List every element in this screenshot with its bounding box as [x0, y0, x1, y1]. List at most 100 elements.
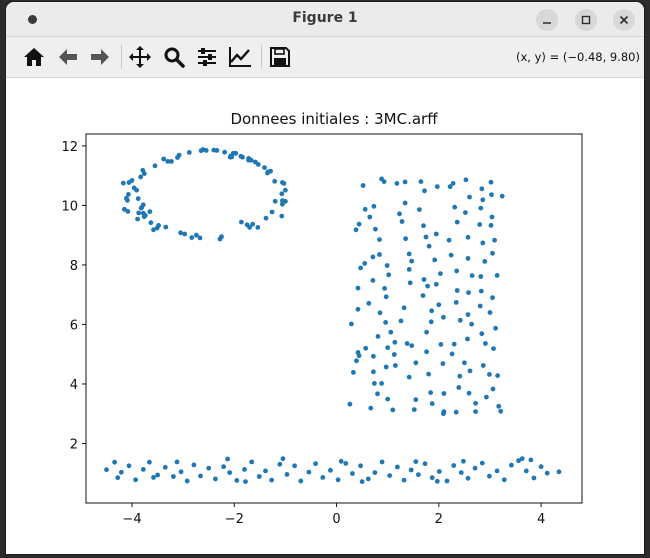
data-point [461, 458, 466, 464]
data-point [428, 319, 434, 325]
data-point [186, 150, 192, 155]
data-point [424, 329, 429, 335]
data-point [171, 474, 176, 479]
data-point [184, 478, 190, 484]
data-point [161, 156, 167, 162]
data-point [126, 192, 131, 197]
data-point [538, 464, 544, 470]
data-point [136, 210, 142, 216]
data-points [104, 147, 562, 484]
data-point [371, 369, 376, 375]
data-point [126, 463, 132, 469]
data-point [214, 148, 220, 153]
data-point [242, 467, 247, 472]
window-menu-button[interactable] [24, 11, 40, 27]
data-point [343, 461, 349, 466]
data-point [262, 165, 267, 170]
pan-button[interactable] [126, 43, 154, 71]
data-point [479, 331, 485, 337]
data-point [477, 303, 483, 309]
data-point [178, 230, 184, 236]
data-point [115, 475, 121, 481]
data-point [239, 219, 244, 225]
data-point [129, 178, 135, 183]
data-point [484, 394, 489, 400]
configure-subplots-icon [198, 48, 216, 66]
data-point [446, 237, 452, 243]
data-point [457, 317, 463, 323]
zoom-button[interactable] [160, 43, 188, 71]
data-point [284, 472, 290, 477]
data-point [370, 278, 376, 283]
data-point [441, 391, 447, 396]
x-tick-label: 4 [537, 512, 545, 527]
navigation-toolbar: (x, y) = (−0.48, 9.80) [6, 37, 644, 78]
data-point [408, 467, 414, 473]
data-point [122, 206, 127, 212]
data-point [355, 285, 361, 291]
data-point [247, 225, 253, 230]
data-point [373, 226, 378, 232]
data-point [379, 459, 385, 465]
data-point [469, 273, 475, 278]
data-point [197, 235, 203, 241]
data-point [498, 408, 504, 414]
title-bar: Figure 1 [6, 2, 644, 37]
data-point [279, 213, 285, 219]
chart-title: Donnees initiales : 3MC.arff [230, 110, 438, 128]
data-point [176, 152, 182, 158]
data-point [404, 341, 410, 346]
close-button[interactable] [613, 9, 635, 31]
minimize-button[interactable] [536, 9, 558, 31]
data-point [328, 467, 333, 473]
data-point [479, 460, 485, 466]
data-point [465, 336, 470, 342]
data-point [480, 240, 486, 246]
data-point [383, 320, 388, 325]
forward-button[interactable] [86, 43, 114, 71]
save-button[interactable] [266, 43, 294, 71]
data-point [395, 464, 400, 470]
edit-axis-button[interactable] [226, 43, 254, 71]
data-point [370, 254, 376, 260]
data-point [469, 321, 474, 327]
data-point [480, 363, 486, 368]
configure-subplots-button[interactable] [193, 43, 221, 71]
back-button[interactable] [54, 43, 82, 71]
data-point [426, 243, 432, 249]
data-point [255, 225, 261, 230]
data-point [490, 295, 495, 301]
data-point [234, 478, 240, 483]
data-point [377, 252, 382, 257]
data-point [493, 325, 498, 331]
figure-canvas[interactable]: Donnees initiales : 3MC.arff −4 −2 0 2 4 2 4 6… [6, 78, 644, 554]
data-point [112, 459, 117, 465]
y-tick-label: 10 [61, 199, 78, 214]
data-point [509, 462, 514, 468]
data-point [433, 231, 439, 237]
data-point [148, 220, 154, 226]
data-point [465, 234, 471, 240]
data-point [154, 225, 160, 231]
data-point [189, 235, 195, 241]
data-point [165, 159, 171, 164]
data-point [169, 159, 174, 164]
data-point [178, 469, 184, 475]
data-point [381, 179, 387, 184]
data-point [355, 306, 361, 312]
data-point [466, 390, 472, 396]
data-point [413, 360, 419, 366]
data-point [347, 401, 353, 407]
data-point [221, 464, 227, 470]
data-point [528, 457, 534, 463]
data-point [269, 209, 275, 215]
data-point [494, 273, 500, 278]
maximize-button[interactable] [575, 9, 597, 31]
data-point [483, 341, 488, 346]
data-point [280, 456, 286, 462]
home-button[interactable] [20, 43, 48, 71]
data-point [496, 403, 502, 409]
data-point [366, 300, 372, 306]
data-point [118, 469, 124, 475]
data-point [422, 188, 427, 194]
